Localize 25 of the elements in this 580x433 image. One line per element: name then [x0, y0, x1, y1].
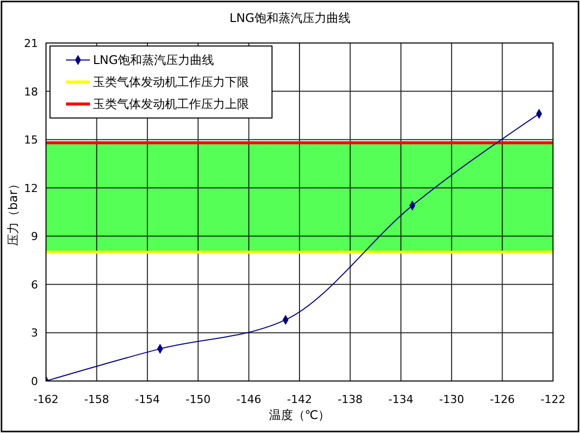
x-tick-label: -138: [338, 393, 363, 406]
x-tick-label: -146: [236, 393, 262, 406]
legend-label: 玉类气体发动机工作压力上限: [93, 97, 249, 111]
y-tick-label: 9: [31, 230, 38, 244]
y-axis-title: 压力（bar）: [6, 178, 20, 246]
x-tick-label: -158: [84, 393, 110, 406]
y-tick-label: 0: [31, 375, 38, 388]
chart-title: LNG饱和蒸汽压力曲线: [230, 11, 350, 25]
x-tick-label: -130: [439, 393, 464, 406]
y-tick-label: 3: [31, 326, 38, 340]
x-tick-label: -154: [134, 393, 160, 406]
x-tick-label: -126: [490, 393, 515, 406]
x-axis-title: 温度（℃）: [268, 408, 330, 422]
legend-label: 玉类气体发动机工作压力下限: [93, 75, 249, 89]
x-tick-label: -142: [287, 393, 312, 406]
legend-label: LNG饱和蒸汽压力曲线: [93, 53, 214, 67]
x-tick-label: -162: [34, 393, 58, 406]
y-tick-label: 21: [24, 37, 38, 50]
x-tick-label: -150: [186, 393, 211, 406]
y-tick-label: 6: [31, 278, 38, 292]
x-tick-label: -122: [540, 393, 566, 406]
y-tick-label: 18: [24, 85, 38, 98]
y-tick-label: 15: [24, 134, 38, 147]
x-tick-label: -134: [388, 393, 414, 406]
y-tick-label: 12: [24, 182, 38, 195]
